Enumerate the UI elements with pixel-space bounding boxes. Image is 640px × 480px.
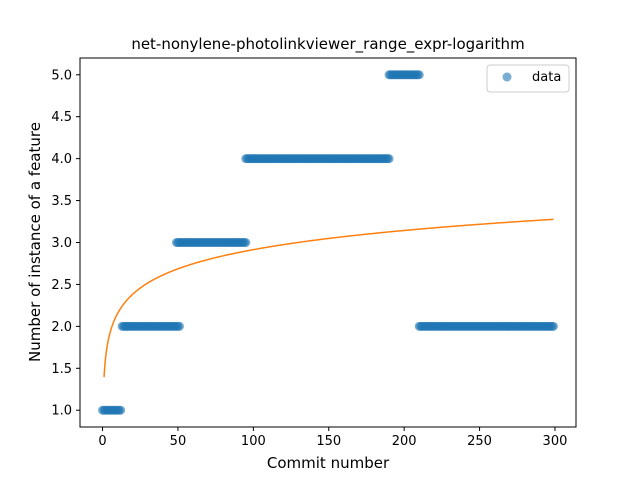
x-axis-label: Commit number bbox=[267, 454, 390, 472]
plot-area bbox=[98, 70, 558, 415]
x-tick-label: 250 bbox=[467, 434, 492, 449]
x-tick-label: 200 bbox=[392, 434, 417, 449]
y-tick-label: 1.5 bbox=[51, 362, 72, 377]
data-point bbox=[548, 321, 558, 331]
y-tick-label: 4.0 bbox=[51, 152, 72, 167]
y-tick-label: 2.0 bbox=[51, 320, 72, 335]
data-point bbox=[414, 70, 424, 80]
x-tick-label: 300 bbox=[543, 434, 568, 449]
x-tick-label: 100 bbox=[241, 434, 266, 449]
y-axis-label: Number of instance of a feature bbox=[26, 122, 44, 362]
x-axis: 0 50 100 150 200 250 300 bbox=[98, 427, 567, 449]
chart-title: net-nonylene-photolinkviewer_range_expr-… bbox=[131, 35, 524, 54]
y-tick-label: 4.5 bbox=[51, 110, 72, 125]
y-axis: 1.0 1.5 2.0 2.5 3.0 3.5 4.0 4.5 5.0 bbox=[51, 68, 80, 419]
legend-marker-data bbox=[502, 72, 512, 82]
x-tick-label: 50 bbox=[170, 434, 187, 449]
y-tick-label: 2.5 bbox=[51, 278, 72, 293]
legend-box bbox=[486, 64, 570, 93]
x-tick-label: 0 bbox=[98, 434, 106, 449]
data-point bbox=[241, 238, 251, 247]
y-tick-label: 1.0 bbox=[51, 404, 72, 419]
y-tick-label: 5.0 bbox=[51, 68, 72, 83]
legend-label-data: data bbox=[532, 70, 561, 85]
data-point bbox=[116, 405, 126, 415]
y-tick-label: 3.0 bbox=[51, 236, 72, 251]
data-point bbox=[174, 321, 184, 331]
legend: data bbox=[486, 64, 570, 93]
x-tick-label: 150 bbox=[316, 434, 341, 449]
fit-line bbox=[103, 218, 554, 378]
data-point bbox=[384, 154, 394, 164]
y-tick-label: 3.5 bbox=[51, 194, 72, 209]
